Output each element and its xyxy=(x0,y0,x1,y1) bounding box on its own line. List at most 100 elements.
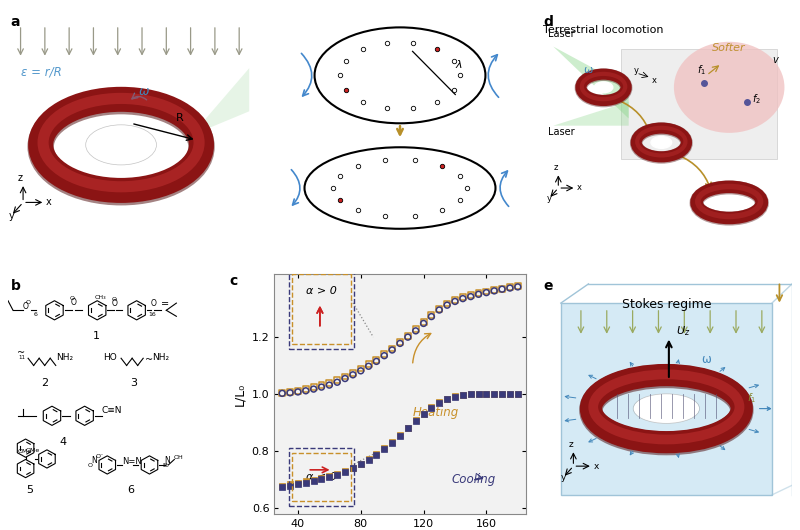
Text: N=N: N=N xyxy=(122,457,142,466)
Point xyxy=(315,474,328,483)
Text: ε = r/R: ε = r/R xyxy=(21,65,62,78)
Point xyxy=(402,423,414,432)
Point xyxy=(299,386,312,395)
Point xyxy=(480,287,493,296)
Point xyxy=(472,390,485,399)
Ellipse shape xyxy=(716,196,742,209)
Text: O: O xyxy=(150,299,157,308)
Text: y: y xyxy=(634,66,638,75)
Point xyxy=(338,372,351,381)
Point xyxy=(480,288,493,297)
Text: OH: OH xyxy=(174,455,183,461)
FancyBboxPatch shape xyxy=(621,49,777,159)
Point xyxy=(346,464,359,472)
Point xyxy=(449,393,462,401)
Point xyxy=(425,312,438,321)
Text: $f_2$: $f_2$ xyxy=(752,92,761,105)
Text: 4: 4 xyxy=(60,437,67,447)
Text: x: x xyxy=(46,197,52,207)
Text: α < 0: α < 0 xyxy=(306,472,337,482)
Point xyxy=(370,356,383,364)
Text: OMe: OMe xyxy=(18,449,32,454)
Text: N: N xyxy=(91,456,97,465)
Ellipse shape xyxy=(87,126,155,164)
Point xyxy=(323,378,336,387)
Point xyxy=(307,475,320,484)
Text: O: O xyxy=(23,302,29,311)
Point xyxy=(457,293,470,302)
Text: 6: 6 xyxy=(128,484,134,494)
Text: 1: 1 xyxy=(93,331,99,341)
Text: d: d xyxy=(543,15,553,29)
Point xyxy=(323,473,336,482)
Point xyxy=(346,370,359,379)
Point xyxy=(410,325,422,333)
Point xyxy=(480,390,493,399)
Point xyxy=(449,392,462,401)
Point xyxy=(496,285,509,294)
Ellipse shape xyxy=(594,82,613,93)
Text: z: z xyxy=(554,163,558,172)
Point xyxy=(417,319,430,328)
Bar xyxy=(292,275,351,344)
Point xyxy=(307,385,320,393)
Point xyxy=(425,404,438,412)
Ellipse shape xyxy=(674,42,785,133)
Point xyxy=(433,306,446,314)
Point xyxy=(464,390,477,399)
Point xyxy=(299,477,312,485)
Point xyxy=(362,455,375,464)
Point xyxy=(417,318,430,326)
Point xyxy=(511,390,524,399)
Text: HO: HO xyxy=(103,353,118,362)
Point xyxy=(284,480,297,488)
Bar xyxy=(292,453,351,501)
Text: 16: 16 xyxy=(148,312,156,317)
Point xyxy=(425,403,438,411)
Point xyxy=(378,444,390,453)
Bar xyxy=(290,270,354,349)
Text: C≡N: C≡N xyxy=(102,407,122,416)
Point xyxy=(394,338,406,347)
Point xyxy=(503,284,516,292)
Text: O⁻: O⁻ xyxy=(96,455,104,460)
Point xyxy=(503,390,516,399)
Point xyxy=(464,290,477,299)
Point xyxy=(464,390,477,399)
Point xyxy=(410,416,422,425)
Text: O: O xyxy=(111,297,117,302)
Text: NH₂: NH₂ xyxy=(56,353,73,362)
Text: 6: 6 xyxy=(33,312,37,317)
Polygon shape xyxy=(561,303,772,495)
Point xyxy=(323,472,336,481)
Point xyxy=(354,460,367,468)
Point xyxy=(362,456,375,464)
Text: ~: ~ xyxy=(145,355,153,365)
Point xyxy=(417,410,430,419)
Text: x: x xyxy=(577,183,582,192)
Text: Et: Et xyxy=(162,463,169,467)
Text: c: c xyxy=(229,275,238,288)
Point xyxy=(354,367,367,375)
Point xyxy=(433,399,446,407)
Ellipse shape xyxy=(651,137,672,148)
Text: $f_1$: $f_1$ xyxy=(697,63,706,77)
Text: b: b xyxy=(10,279,20,293)
Point xyxy=(503,283,516,292)
Point xyxy=(307,477,320,485)
Point xyxy=(330,378,343,386)
Point xyxy=(433,398,446,407)
Point xyxy=(488,286,501,294)
Point xyxy=(338,467,351,476)
Point xyxy=(394,431,406,440)
Text: 2: 2 xyxy=(41,378,48,388)
Point xyxy=(472,290,485,298)
Point xyxy=(496,390,509,399)
Point xyxy=(338,374,351,383)
Point xyxy=(315,381,328,390)
Point xyxy=(354,364,367,373)
Point xyxy=(441,301,454,310)
Text: v: v xyxy=(772,55,778,65)
Point xyxy=(276,483,289,491)
Point xyxy=(386,344,398,353)
